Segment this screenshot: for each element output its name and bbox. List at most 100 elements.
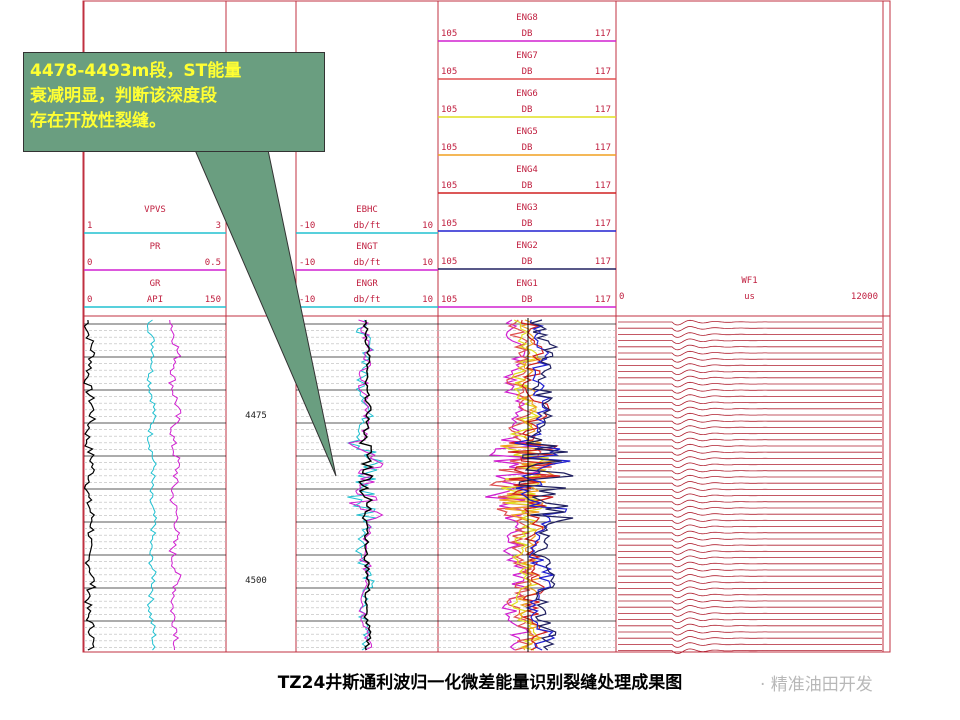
scale-min: 105 [441, 105, 457, 115]
scale-min: 105 [441, 143, 457, 153]
curve-name: EBHC [356, 205, 378, 215]
curve-name: ENGR [356, 279, 378, 289]
curve-unit: DB [522, 257, 533, 267]
scale-min: 105 [441, 295, 457, 305]
callout-line: 4478-4493m段，ST能量 [30, 61, 242, 81]
watermark: · 精准油田开发 [760, 675, 873, 695]
curve-name: ENG1 [516, 279, 538, 289]
scale-max: 117 [595, 29, 611, 39]
track-frame [615, 0, 884, 653]
waveform [618, 456, 882, 462]
depth-label: 4500 [245, 576, 267, 586]
scale-max: 117 [595, 219, 611, 229]
curve-unit: DB [522, 143, 533, 153]
waveform [618, 636, 882, 642]
callout-line: 衰减明显，判断该深度段 [30, 86, 217, 106]
waveform [618, 474, 882, 481]
scale-max: 3 [216, 221, 221, 231]
log-curve [146, 319, 158, 651]
log-curve [514, 319, 571, 651]
waveform [618, 493, 882, 500]
depth-label: 4475 [245, 411, 267, 421]
waveform [618, 363, 882, 369]
scale-max: 117 [595, 181, 611, 191]
waveform [618, 518, 882, 524]
curve-name: ENG2 [516, 241, 538, 251]
waveform [618, 598, 882, 605]
scale-min: 105 [441, 257, 457, 267]
waveform [618, 530, 882, 537]
curve-name: ENG8 [516, 13, 538, 23]
waveform [618, 512, 882, 518]
waveform [618, 648, 882, 655]
waveform [618, 567, 882, 574]
log-curve [488, 319, 552, 651]
scale-max: 10 [422, 258, 433, 268]
curve-name: GR [150, 279, 161, 289]
waveform [618, 561, 882, 568]
scale-min: 0 [87, 295, 92, 305]
waveform [618, 580, 882, 586]
waveform [618, 319, 882, 326]
waveform [618, 536, 882, 543]
curve-name: ENG7 [516, 51, 538, 61]
waveform [618, 400, 882, 407]
waveform [618, 481, 882, 487]
waveform [618, 406, 882, 413]
scale-min: 1 [87, 221, 92, 231]
curve-name: ENG5 [516, 127, 538, 137]
curve-unit: API [147, 295, 163, 305]
scale-max: 117 [595, 295, 611, 305]
log-curve [83, 319, 97, 651]
curve-unit: db/ft [353, 258, 380, 268]
curve-name: ENG6 [516, 89, 538, 99]
curve-name: WF1 [741, 276, 757, 286]
waveform [618, 431, 882, 438]
waveform [618, 443, 882, 450]
log-curve [347, 319, 384, 651]
waveform [618, 388, 882, 394]
waveform [618, 524, 882, 531]
curve-name: ENG4 [516, 165, 538, 175]
curve-unit: DB [522, 181, 533, 191]
scale-min: -10 [299, 295, 315, 305]
curve-unit: DB [522, 295, 533, 305]
waveform [618, 499, 882, 506]
scale-max: 117 [595, 257, 611, 267]
track-frame [83, 0, 227, 653]
scale-min: -10 [299, 258, 315, 268]
waveform [618, 332, 882, 338]
curve-unit: us [744, 292, 755, 302]
waveform [618, 617, 882, 624]
curve-name: VPVS [144, 205, 166, 215]
waveform [618, 574, 882, 580]
waveform [618, 381, 882, 388]
waveform [618, 586, 882, 593]
waveform [618, 326, 882, 332]
waveform [618, 555, 882, 562]
waveform [618, 344, 882, 351]
curve-unit: DB [522, 29, 533, 39]
caption: TZ24井斯通利波归一化微差能量识别裂缝处理成果图 [277, 673, 683, 693]
scale-min: -10 [299, 221, 315, 231]
curve-unit: DB [522, 105, 533, 115]
waveform [618, 642, 882, 648]
callout: 4478-4493m段，ST能量 衰减明显，判断该深度段 存在开放性裂缝。 [23, 52, 325, 152]
scale-max: 10 [422, 295, 433, 305]
curve-unit: db/ft [353, 221, 380, 231]
callout-line: 存在开放性裂缝。 [30, 111, 166, 131]
waveform [618, 605, 882, 611]
waveform [618, 450, 882, 456]
waveform [618, 629, 882, 636]
scale-max: 150 [205, 295, 221, 305]
waveform [618, 437, 882, 444]
curve-name: ENG3 [516, 203, 538, 213]
scale-max: 0.5 [205, 258, 221, 268]
curve-name: ENGT [356, 242, 378, 252]
scale-max: 12000 [851, 292, 878, 302]
scale-max: 117 [595, 143, 611, 153]
scale-min: 0 [87, 258, 92, 268]
scale-max: 117 [595, 67, 611, 77]
